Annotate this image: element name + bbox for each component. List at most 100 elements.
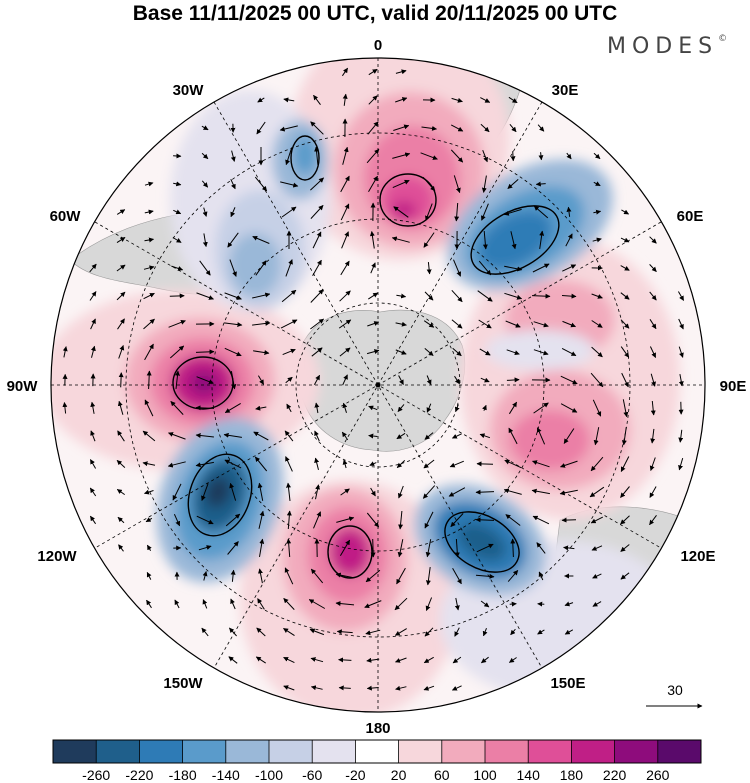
wind-vector-arrow [590,372,604,388]
wind-vector-arrow [369,461,377,466]
wind-vector-arrow [201,152,209,160]
wind-vector-arrow [308,599,326,609]
wind-vector-arrow [202,207,208,217]
wind-vector-arrow [560,460,578,468]
wind-vector-arrow [395,685,407,691]
wind-vector-arrow [283,627,295,637]
wind-vector-arrow [650,400,656,416]
wind-vector-arrow [649,346,657,358]
wind-vector-arrow [90,345,96,358]
wind-vector-arrow [426,262,432,275]
wind-vector-arrow [425,203,433,221]
wind-vector-arrow [451,433,462,439]
wind-vector-arrow [425,597,433,611]
wind-vector-arrow [504,265,523,272]
wind-vector-arrow [508,401,518,415]
wind-vector-arrow [281,289,297,303]
lon-label-90e: 90E [720,378,747,395]
wind-vector-arrow [285,147,293,166]
wind-vector-arrow [225,513,241,527]
positive-anomaly-north-4 [392,201,416,219]
wind-vector-arrow [286,482,291,501]
colorbar-swatch [96,740,140,763]
wind-vector-arrow [168,432,186,440]
wind-vector-arrow [561,517,577,523]
wind-vector-arrow [339,539,351,557]
wind-vector-arrow [286,510,292,530]
wind-vector-arrow [593,209,602,215]
wind-vector-arrow [454,202,460,222]
wind-vector-arrow [89,263,97,273]
wind-vector-arrow [564,601,574,607]
wind-vector-arrow [450,513,464,527]
colorbar-tick-label: -180 [169,767,197,783]
wind-vector-arrow [397,485,404,499]
wind-vector-arrow [342,146,349,165]
wind-vector-arrow [144,489,154,495]
wind-vector-arrow [593,181,601,187]
wind-vector-arrow [591,545,603,551]
wind-vector-arrow [339,290,351,302]
wind-vector-arrow [478,319,492,329]
wind-vector-arrow [394,597,408,611]
wind-vector-arrow [252,292,271,299]
wind-vector-arrow [144,399,154,417]
wind-vector-arrow [342,374,348,386]
wind-vector-arrow [144,181,154,187]
wind-vector-arrow [342,459,348,469]
wind-vector-arrow [285,259,293,277]
wind-vector-arrow [368,68,378,76]
wind-vector-arrow [561,293,577,299]
wind-vector-arrow [281,206,297,218]
lon-label-120w: 120W [37,548,77,565]
wind-vector-arrow [89,515,97,525]
wind-vector-arrow [198,545,212,551]
wind-vector-arrow [397,539,404,558]
wind-vector-arrow [590,516,604,524]
wind-vector-arrow [144,209,154,215]
wind-vector-arrow [592,237,602,243]
wind-vector-arrow [589,486,605,498]
wind-vector-arrow [172,483,182,501]
wind-vector-arrow [532,515,550,525]
wind-vector-arrow [280,181,299,188]
wind-vectors [62,67,685,691]
wind-vector-arrow [223,432,242,438]
wind-vector-arrow [423,320,435,328]
wind-vector-arrow [280,319,298,329]
wind-vector-arrow [196,292,214,300]
wind-vector-arrow [224,292,242,300]
wind-vector-arrow [312,231,322,249]
wind-vector-arrow [650,373,656,387]
negative-anomaly-sw-4 [205,476,231,508]
wind-vector-arrow [89,459,97,469]
wind-vector-arrow [424,511,434,529]
wind-vector-arrow [510,231,517,250]
wind-vector-arrow [172,237,182,243]
wind-vector-arrow [143,265,155,271]
colorbar-swatch [269,740,313,763]
wind-vector-arrow [509,123,517,133]
wind-vector-arrow [117,318,125,330]
wind-vector-arrow [452,567,462,585]
wind-vector-arrow [532,460,550,468]
wind-vector-arrow [649,486,657,498]
wind-vector-arrow [310,685,323,691]
wind-vector-arrow [393,206,409,218]
wind-vector-arrow [392,152,411,159]
negative-anomaly-nw-4 [293,135,317,175]
wind-vector-arrow [395,69,407,75]
brand-logo: MODES© [607,34,728,59]
wind-vector-arrow [366,685,379,691]
colorbar-tick-label: -220 [125,767,153,783]
positive-anomaly-east-2 [510,410,590,470]
wind-vector-arrow [201,627,209,637]
wind-vector-arrow [532,263,550,273]
wind-vector-arrow [143,292,155,300]
wind-vector-arrow [560,403,578,413]
wind-vector-arrow [117,430,125,442]
wind-vector-arrow [142,461,156,467]
wind-vector-arrow [224,347,242,357]
wind-vector-arrow [650,428,656,444]
wind-vector-arrow [368,292,379,300]
